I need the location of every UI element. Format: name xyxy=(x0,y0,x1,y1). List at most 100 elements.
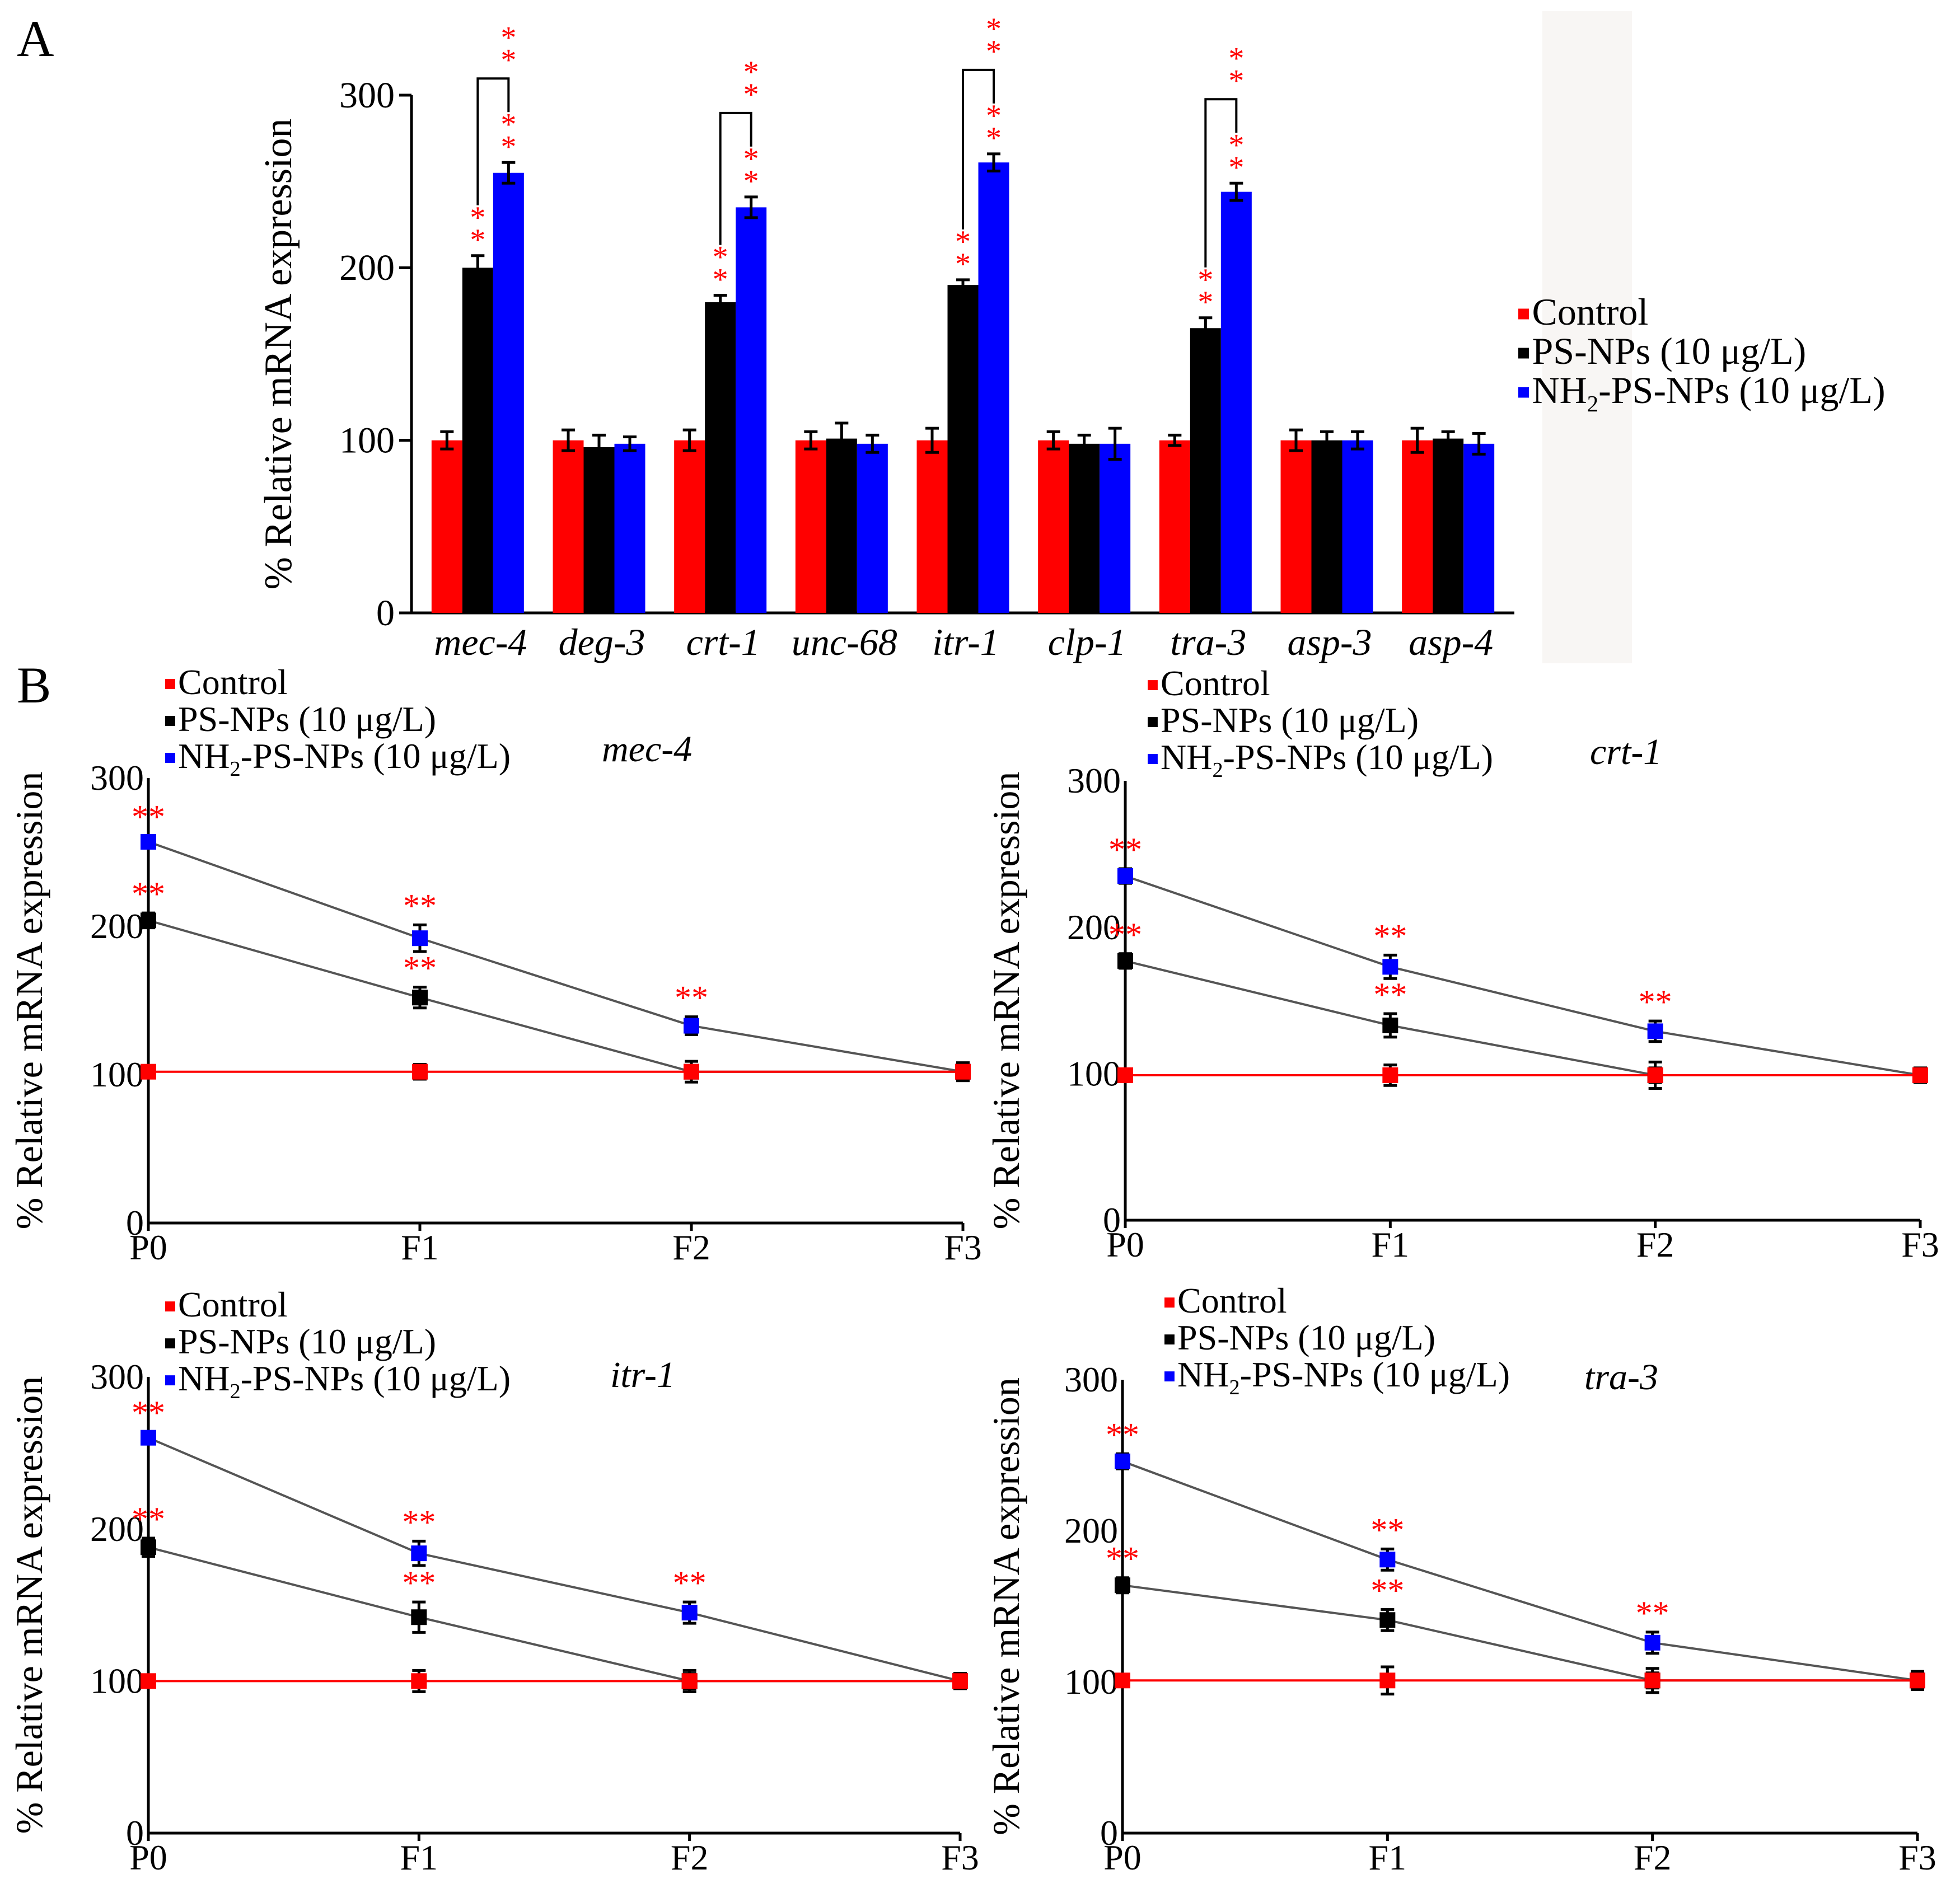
bar xyxy=(431,440,462,613)
significance-marker: ** xyxy=(1108,916,1142,953)
y-tick-label: 300 xyxy=(90,1357,144,1397)
bar xyxy=(1069,443,1100,613)
bar xyxy=(1433,438,1464,613)
line-chart-itr-1: 0 100 200 300 % Relative mRNA expression P0 F1… xyxy=(8,1285,979,1877)
significance-star: * xyxy=(743,55,759,90)
significance-marker: ** xyxy=(1639,983,1672,1020)
legend-label: PS-NPs (10 μg/L) xyxy=(1177,1318,1435,1357)
significance-marker: ** xyxy=(1636,1595,1669,1632)
series-line xyxy=(1125,875,1921,1076)
x-category-label: asp-4 xyxy=(1409,621,1493,663)
bar xyxy=(705,302,736,613)
y-tick-label: 200 xyxy=(339,247,395,288)
data-point xyxy=(411,1545,427,1562)
bar xyxy=(1280,440,1312,613)
x-tick-label: P0 xyxy=(1106,1225,1144,1264)
data-point xyxy=(684,1018,699,1034)
bar xyxy=(1402,440,1433,613)
legend-label: PS-NPs (10 μg/L) xyxy=(178,699,436,739)
significance-star: * xyxy=(713,263,728,297)
series-line xyxy=(148,841,963,1073)
data-point xyxy=(1117,953,1133,969)
legend-swatch xyxy=(165,1338,175,1349)
significance-marker: ** xyxy=(1370,1511,1404,1548)
legend-swatch xyxy=(1164,1334,1175,1345)
data-point xyxy=(141,833,156,850)
significance-star: * xyxy=(500,20,516,55)
bar xyxy=(553,440,584,613)
y-tick-label: 300 xyxy=(90,758,144,798)
bar xyxy=(614,443,645,613)
bar xyxy=(947,285,979,613)
significance-marker: ** xyxy=(1370,1572,1404,1609)
gene-label: itr-1 xyxy=(610,1355,675,1395)
significance-star: * xyxy=(500,129,516,164)
series-line xyxy=(148,1436,961,1683)
significance-marker: ** xyxy=(402,1564,436,1601)
y-axis-title: % Relative mRNA expression xyxy=(8,772,50,1230)
data-point xyxy=(1644,1634,1660,1651)
y-tick-label: 200 xyxy=(1064,1511,1118,1550)
legend-swatch xyxy=(165,716,175,727)
significance-marker: ** xyxy=(132,798,165,835)
data-point xyxy=(412,1063,428,1080)
significance-star: * xyxy=(1228,63,1244,98)
significance-marker: ** xyxy=(1106,1416,1139,1453)
y-tick-label: 300 xyxy=(339,75,395,116)
significance-marker: ** xyxy=(1106,1540,1139,1577)
series-line xyxy=(148,919,963,1073)
gene-label: mec-4 xyxy=(602,729,692,770)
gene-label: crt-1 xyxy=(1590,732,1662,772)
bar xyxy=(795,440,826,613)
data-point xyxy=(411,1673,427,1689)
significance-marker: ** xyxy=(402,1503,436,1540)
legend-swatch xyxy=(1164,1371,1175,1382)
data-point xyxy=(684,1063,699,1080)
data-point xyxy=(1379,1552,1396,1568)
legend-label: NH2-PS-NPs (10 μg/L) xyxy=(178,1358,511,1403)
y-tick-label: 300 xyxy=(1064,1360,1118,1399)
series-line xyxy=(1125,959,1920,1076)
y-tick-label: 0 xyxy=(126,1813,144,1853)
x-category-label: clp-1 xyxy=(1048,621,1126,663)
significance-star: * xyxy=(986,34,1002,69)
x-category-label: deg-3 xyxy=(559,621,645,663)
significance-star: * xyxy=(986,121,1002,156)
y-tick-label: 0 xyxy=(1100,1813,1118,1853)
y-axis-title: % Relative mRNA expression xyxy=(8,1376,50,1834)
legend-swatch xyxy=(1148,680,1158,691)
data-point xyxy=(1115,1453,1130,1469)
y-tick-label: 200 xyxy=(1067,907,1121,947)
panel-b-label: B xyxy=(17,657,51,714)
legend-swatch xyxy=(1148,717,1158,728)
data-point xyxy=(1115,1577,1130,1594)
significance-marker: ** xyxy=(675,980,708,1016)
x-tick-label: F3 xyxy=(1898,1838,1936,1877)
bar xyxy=(826,438,857,613)
legend-label: Control xyxy=(1532,290,1648,333)
significance-marker: ** xyxy=(132,1394,165,1431)
data-point xyxy=(1910,1672,1925,1689)
legend-label: NH2-PS-NPs (10 μg/L) xyxy=(1161,737,1493,782)
significance-marker: ** xyxy=(673,1564,707,1601)
data-point xyxy=(1382,1067,1398,1083)
y-tick-label: 200 xyxy=(90,906,144,946)
bar xyxy=(583,447,615,613)
legend-label: Control xyxy=(1161,663,1270,703)
bar xyxy=(493,172,524,613)
series-line xyxy=(1122,1460,1918,1682)
y-tick-label: 100 xyxy=(90,1661,144,1700)
x-tick-label: P0 xyxy=(129,1227,167,1267)
x-tick-label: F1 xyxy=(1372,1225,1410,1264)
bar xyxy=(674,440,705,613)
significance-star: * xyxy=(986,12,1002,46)
significance-star: * xyxy=(955,224,971,259)
x-tick-label: F2 xyxy=(1634,1838,1672,1877)
data-point xyxy=(1117,868,1133,884)
bar xyxy=(1190,328,1221,613)
y-tick-label: 100 xyxy=(90,1055,144,1094)
data-point xyxy=(1117,1067,1133,1083)
y-tick-label: 0 xyxy=(1103,1200,1121,1240)
panel-a-label: A xyxy=(17,10,54,67)
